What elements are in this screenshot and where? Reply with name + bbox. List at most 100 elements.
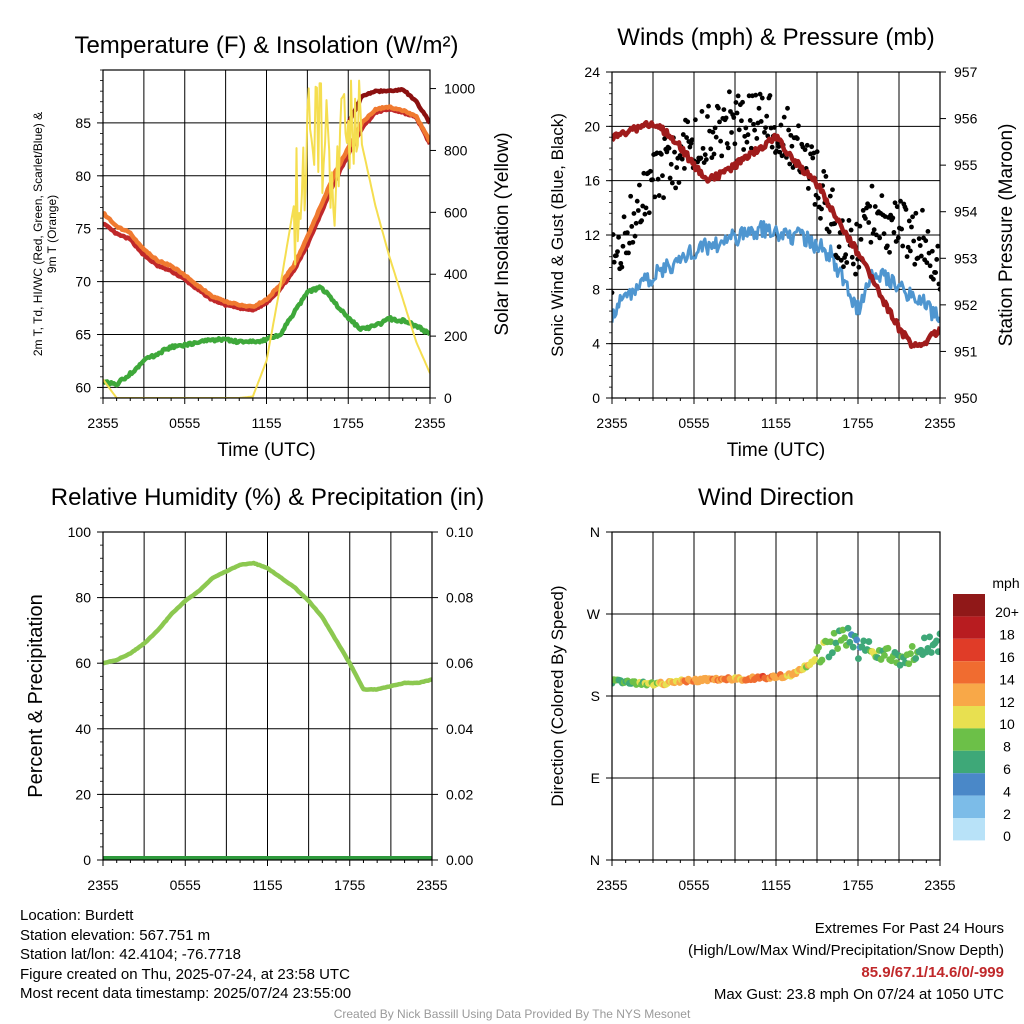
series-line-station-pressure xyxy=(612,119,940,349)
y-tick-label: S xyxy=(591,688,600,704)
colorbar-label: 10 xyxy=(999,716,1015,732)
gust-point xyxy=(818,215,823,221)
gust-point xyxy=(684,135,689,140)
colorbar-label: 6 xyxy=(1003,761,1011,777)
colorbar-swatch xyxy=(953,594,985,617)
gust-point xyxy=(673,185,679,191)
gust-point xyxy=(646,210,652,216)
gust-point xyxy=(920,207,925,213)
gust-point xyxy=(688,140,694,146)
direction-point xyxy=(855,655,862,663)
gust-point xyxy=(802,147,808,153)
gust-point xyxy=(679,156,685,162)
x-tick-label: 1755 xyxy=(842,877,873,893)
gust-point xyxy=(906,218,912,224)
gust-point xyxy=(786,127,792,133)
y2-tick-label: 0.10 xyxy=(446,524,473,540)
chart-title: Wind Direction xyxy=(698,484,854,511)
chart-panel-3: Relative Humidity (%) & Precipitation (i… xyxy=(25,484,484,893)
direction-point xyxy=(830,629,838,637)
gust-point xyxy=(890,215,896,221)
chart-title: Temperature (F) & Insolation (W/m²) xyxy=(74,32,458,59)
y-tick-label: E xyxy=(591,770,600,786)
x-tick-label: 1755 xyxy=(842,415,873,431)
gust-point xyxy=(698,155,704,161)
colorbar-label: 0 xyxy=(1003,828,1011,844)
gust-point xyxy=(741,147,747,152)
gust-point xyxy=(643,205,649,211)
colorbar-label: 2 xyxy=(1003,806,1011,822)
gust-point xyxy=(706,103,711,109)
y-tick-label: 0 xyxy=(83,852,91,868)
gust-point xyxy=(661,195,666,201)
credit-line: Created By Nick Bassill Using Data Provi… xyxy=(333,1007,691,1021)
gust-point xyxy=(873,232,879,238)
direction-point xyxy=(829,649,836,657)
direction-point xyxy=(839,626,847,634)
gust-point xyxy=(709,155,715,161)
gust-point xyxy=(735,93,741,99)
gust-point xyxy=(705,114,710,119)
x-tick-label: 2355 xyxy=(414,415,445,431)
colorbar-label: 8 xyxy=(1003,739,1011,755)
gust-point xyxy=(626,250,631,256)
x-axis-label: Time (UTC) xyxy=(727,440,826,461)
colorbar-swatch xyxy=(953,683,985,706)
y-axis-label: 2m T, Td, HI/WC (Red, Green, Scarlet/Blu… xyxy=(31,112,45,356)
direction-point xyxy=(936,630,940,638)
gust-point xyxy=(739,118,744,124)
gust-point xyxy=(812,201,818,207)
gust-point xyxy=(826,229,832,235)
gust-point xyxy=(771,125,777,130)
plot-frame xyxy=(102,531,433,861)
y2-tick-label: 953 xyxy=(954,250,978,266)
series-line-solar-insolation xyxy=(103,79,430,398)
gust-point xyxy=(621,214,627,220)
colorbar-swatch xyxy=(953,638,985,662)
gust-point xyxy=(700,145,706,151)
colorbar-label: 16 xyxy=(999,649,1015,665)
created-label: Figure created on Thu, 2025-07-24, at 23… xyxy=(20,965,350,983)
gust-point xyxy=(866,220,872,225)
y-tick-label: 80 xyxy=(75,590,91,606)
x-tick-label: 2355 xyxy=(87,415,118,431)
gust-point xyxy=(905,244,911,250)
x-axis-label: Time (UTC) xyxy=(217,440,316,461)
elevation-label: Station elevation: 567.751 m xyxy=(20,926,211,944)
plot-area xyxy=(103,560,432,860)
gust-point xyxy=(731,115,737,120)
gust-point xyxy=(726,89,732,95)
gust-point xyxy=(830,187,835,193)
y-axis-label: 9m T (Orange) xyxy=(45,195,59,273)
gust-point xyxy=(699,109,705,114)
station-info: Location: Burdett Station elevation: 567… xyxy=(20,906,351,1004)
gust-point xyxy=(769,144,775,150)
series-line-2m-td xyxy=(103,284,430,388)
series-line-sonic-wind xyxy=(612,220,940,323)
y-tick-label: 65 xyxy=(75,327,91,343)
direction-point xyxy=(827,638,835,646)
gust-point xyxy=(729,130,734,135)
x-tick-label: 2355 xyxy=(596,877,627,893)
y-tick-label: 4 xyxy=(592,336,600,352)
colorbar-swatch xyxy=(953,661,985,684)
chart-panel-4: Wind Direction N E S W N 2355 0555 1155 1755 2355 D… xyxy=(548,484,1020,893)
gust-point xyxy=(814,149,820,155)
colorbar: mph 20+ 18 16 14 12 10 8 6 4 2 0 xyxy=(953,575,1020,844)
y2-axis-label: Station Pressure (Maroon) xyxy=(996,124,1017,347)
gust-point xyxy=(925,228,931,234)
gust-point xyxy=(923,238,929,244)
gust-point xyxy=(853,271,858,277)
x-tick-label: 0555 xyxy=(678,415,709,431)
gust-point xyxy=(629,224,635,229)
y-tick-label: 75 xyxy=(75,221,91,237)
max-gust-label: Max Gust: 23.8 mph On 07/24 at 1050 UTC xyxy=(713,986,1004,1003)
gust-point xyxy=(719,153,725,159)
gust-point xyxy=(794,136,800,141)
direction-point xyxy=(934,648,940,656)
gust-point xyxy=(804,142,810,148)
gust-point xyxy=(877,235,883,241)
gust-point xyxy=(708,146,714,152)
gust-point xyxy=(927,263,933,269)
gust-point xyxy=(746,93,752,99)
